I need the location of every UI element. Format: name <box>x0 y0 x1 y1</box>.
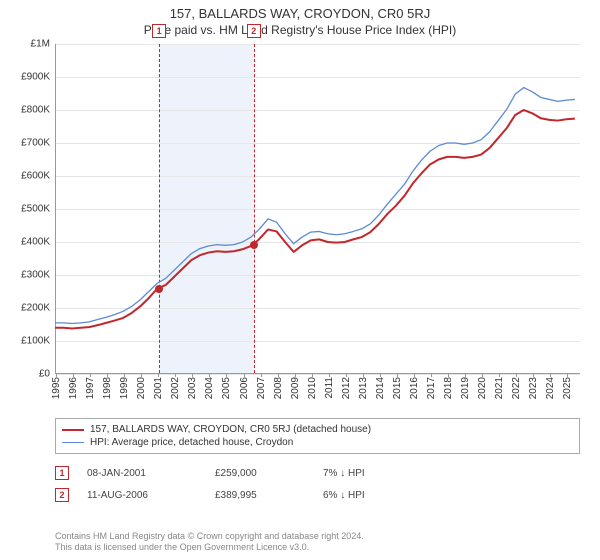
x-axis-label: 2018 <box>443 377 454 399</box>
x-axis-label: 2001 <box>153 377 164 399</box>
x-axis-label: 2012 <box>341 377 352 399</box>
x-axis-label: 1997 <box>85 377 96 399</box>
x-axis-label: 2007 <box>256 377 267 399</box>
sale-row-marker: 2 <box>55 488 69 502</box>
footer-attribution: Contains HM Land Registry data © Crown c… <box>55 531 364 554</box>
legend-label: 157, BALLARDS WAY, CROYDON, CR0 5RJ (det… <box>90 424 371 435</box>
sale-row-date: 11-AUG-2006 <box>87 490 197 501</box>
footer-line2: This data is licensed under the Open Gov… <box>55 542 364 554</box>
x-axis-label: 1999 <box>119 377 130 399</box>
legend-label: HPI: Average price, detached house, Croy… <box>90 437 293 448</box>
series-price_paid <box>55 110 575 328</box>
legend-row: 157, BALLARDS WAY, CROYDON, CR0 5RJ (det… <box>62 423 573 436</box>
y-axis-label: £900K <box>21 72 50 83</box>
sale-row: 1 08-JAN-2001 £259,000 7% ↓ HPI <box>55 462 580 484</box>
x-axis-label: 2022 <box>511 377 522 399</box>
sales-table: 1 08-JAN-2001 £259,000 7% ↓ HPI 2 11-AUG-2006… <box>55 462 580 506</box>
x-axis-label: 2020 <box>477 377 488 399</box>
y-axis-label: £100K <box>21 336 50 347</box>
legend-box: 157, BALLARDS WAY, CROYDON, CR0 5RJ (det… <box>55 418 580 454</box>
y-axis-label: £600K <box>21 171 50 182</box>
x-axis-label: 2008 <box>273 377 284 399</box>
y-axis-label: £800K <box>21 105 50 116</box>
sale-marker-box: 1 <box>152 24 166 38</box>
legend-row: HPI: Average price, detached house, Croy… <box>62 436 573 449</box>
x-axis-label: 2004 <box>204 377 215 399</box>
gridline-h <box>56 374 580 375</box>
x-axis-label: 1996 <box>68 377 79 399</box>
footer-line1: Contains HM Land Registry data © Crown c… <box>55 531 364 543</box>
sale-row-price: £259,000 <box>215 468 305 479</box>
x-axis-label: 1998 <box>102 377 113 399</box>
x-axis-label: 2015 <box>392 377 403 399</box>
legend-swatch <box>62 442 84 443</box>
y-axis-label: £500K <box>21 204 50 215</box>
sale-marker-box: 2 <box>247 24 261 38</box>
y-axis-label: £700K <box>21 138 50 149</box>
y-axis-label: £1M <box>31 39 50 50</box>
y-axis-label: £0 <box>39 369 50 380</box>
sale-row-delta: 7% ↓ HPI <box>323 468 413 479</box>
series-hpi <box>55 88 575 324</box>
y-axis-label: £200K <box>21 303 50 314</box>
sale-row-date: 08-JAN-2001 <box>87 468 197 479</box>
x-axis-label: 2011 <box>324 377 335 399</box>
sale-row-price: £389,995 <box>215 490 305 501</box>
chart-container: 157, BALLARDS WAY, CROYDON, CR0 5RJ Pric… <box>0 0 600 560</box>
x-axis-label: 2016 <box>409 377 420 399</box>
x-axis-label: 2010 <box>307 377 318 399</box>
x-axis-label: 2002 <box>170 377 181 399</box>
sale-row-delta: 6% ↓ HPI <box>323 490 413 501</box>
y-axis-label: £300K <box>21 270 50 281</box>
x-axis-label: 2014 <box>375 377 386 399</box>
sale-row-marker: 1 <box>55 466 69 480</box>
x-axis-label: 2019 <box>460 377 471 399</box>
x-axis-label: 2000 <box>136 377 147 399</box>
x-axis-label: 2006 <box>239 377 250 399</box>
x-axis-label: 2017 <box>426 377 437 399</box>
legend-swatch <box>62 429 84 431</box>
x-axis-label: 2009 <box>290 377 301 399</box>
page-title: 157, BALLARDS WAY, CROYDON, CR0 5RJ <box>0 0 600 21</box>
legend-area: 157, BALLARDS WAY, CROYDON, CR0 5RJ (det… <box>55 418 580 506</box>
x-axis-label: 2013 <box>358 377 369 399</box>
sale-row: 2 11-AUG-2006 £389,995 6% ↓ HPI <box>55 484 580 506</box>
x-axis-label: 2003 <box>187 377 198 399</box>
page-subtitle: Price paid vs. HM Land Registry's House … <box>0 21 600 41</box>
x-axis-label: 1995 <box>51 377 62 399</box>
x-axis-label: 2005 <box>221 377 232 399</box>
x-axis-label: 2021 <box>494 377 505 399</box>
x-axis-label: 2023 <box>528 377 539 399</box>
x-axis-label: 2024 <box>545 377 556 399</box>
chart-plot-area: £0£100K£200K£300K£400K£500K£600K£700K£80… <box>55 44 580 374</box>
y-axis-label: £400K <box>21 237 50 248</box>
x-axis-label: 2025 <box>562 377 573 399</box>
